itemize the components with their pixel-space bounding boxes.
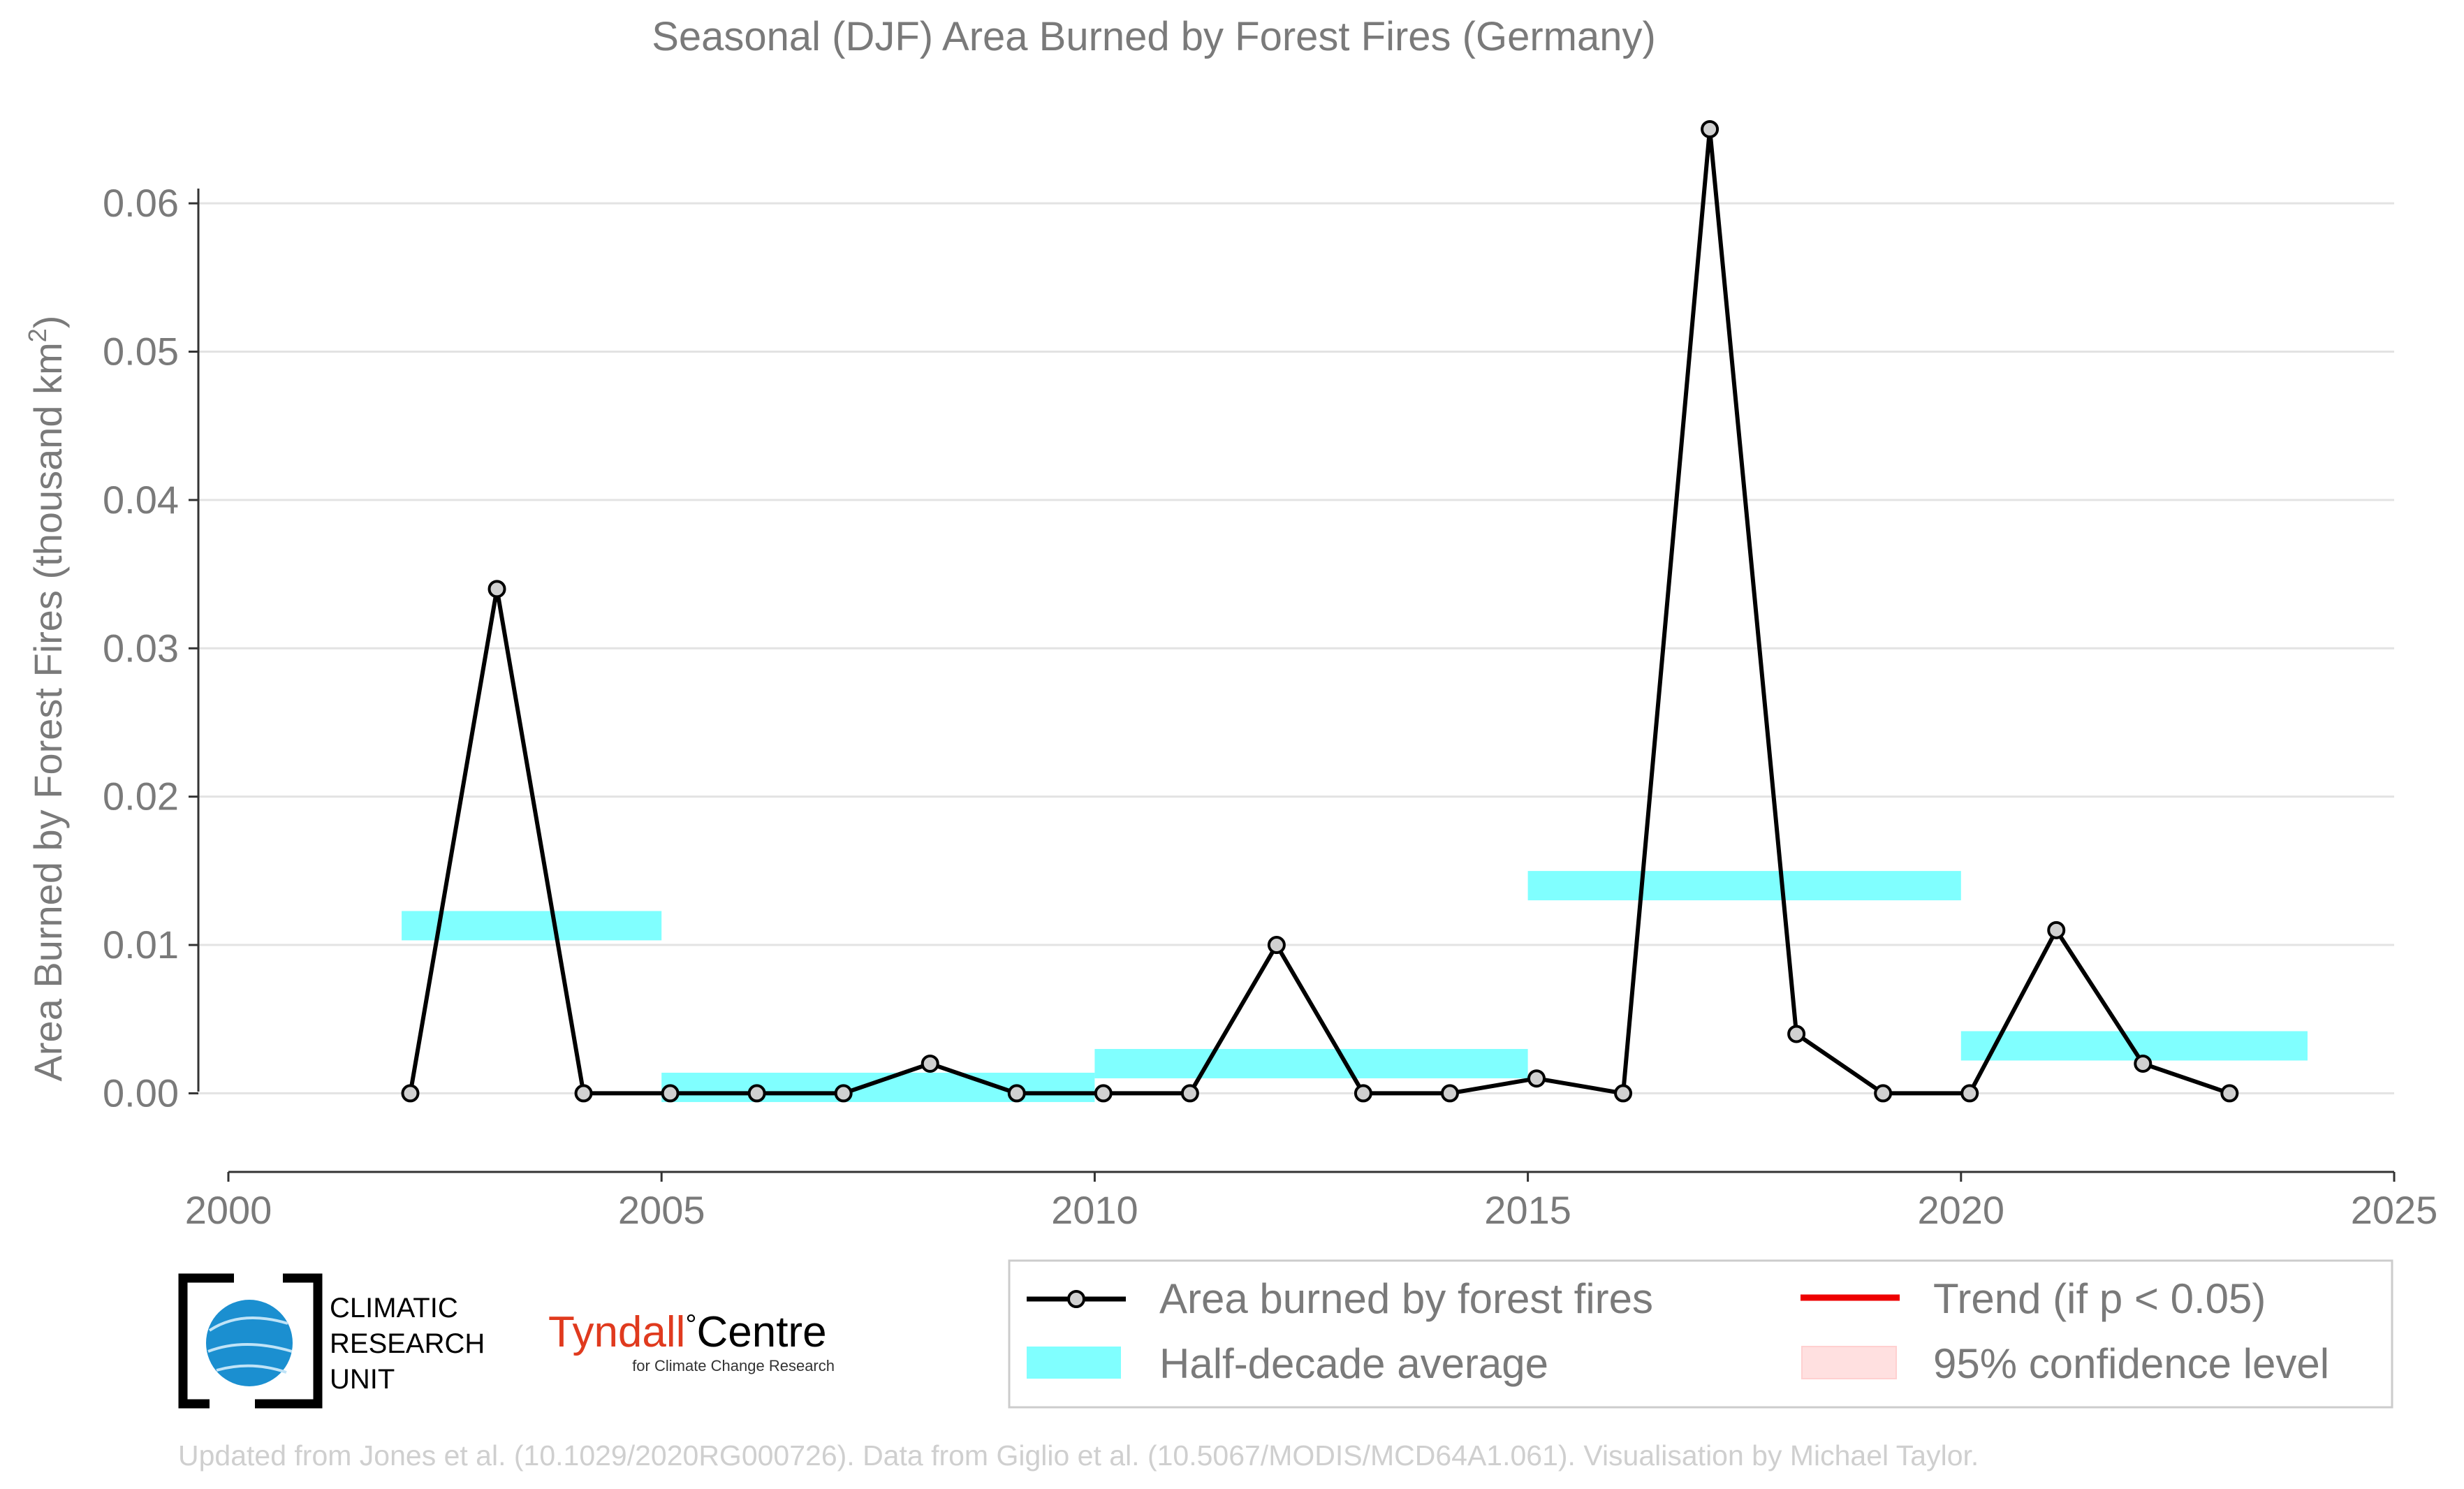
- cru-logo-line-1: CLIMATIC: [330, 1293, 458, 1323]
- data-point-0-10: [1267, 936, 1286, 955]
- data-point-0-19: [2047, 920, 2066, 939]
- y-tick-label-2: 0.02: [103, 775, 179, 819]
- legend-swatch-area-burned-marker: [1067, 1290, 1085, 1308]
- cru-logo-bracket-right: [255, 1273, 323, 1409]
- half-decade-bar-0: [402, 911, 662, 941]
- axes: [189, 189, 2396, 1182]
- data-point-0-1: [487, 580, 506, 599]
- half-decade-bar-2: [1094, 1048, 1528, 1078]
- tyndall-logo: Tyndall°Centre for Climate Change Resear…: [548, 1308, 835, 1374]
- globe-icon-swirl: [207, 1316, 293, 1374]
- data-point-0-0: [401, 1084, 420, 1103]
- legend-label-half-decade: Half-decade average: [1159, 1340, 1548, 1387]
- footer-credits: Updated from Jones et al. (10.1029/2020R…: [178, 1439, 1979, 1472]
- x-tick-label-3: 2015: [1484, 1188, 1571, 1232]
- chart-title: Seasonal (DJF) Area Burned by Forest Fir…: [652, 14, 1656, 59]
- half-decade-bar-4: [1960, 1031, 2308, 1061]
- legend-label-confidence: 95% confidence level: [1933, 1340, 2329, 1387]
- data-point-0-20: [2134, 1054, 2153, 1073]
- y-tick-label-6: 0.06: [103, 181, 179, 225]
- data-point-0-13: [1527, 1069, 1546, 1088]
- y-axis-label-superscript: 2: [23, 328, 52, 342]
- data-point-0-21: [2220, 1084, 2239, 1103]
- legend-frame: [1008, 1259, 2393, 1409]
- cru-logo: CLIMATIC RESEARCH UNIT: [178, 1273, 485, 1409]
- data-point-0-11: [1354, 1084, 1372, 1103]
- y-tick-label-5: 0.05: [103, 330, 179, 374]
- data-point-0-18: [1960, 1084, 1979, 1103]
- data-point-0-16: [1787, 1025, 1806, 1043]
- data-point-0-9: [1180, 1084, 1199, 1103]
- half-decade-bar-1: [661, 1072, 1095, 1102]
- tyndall-logo-centre: Centre: [696, 1308, 826, 1356]
- globe-icon: [206, 1300, 293, 1386]
- y-axis-label-close: ): [26, 316, 70, 329]
- data-point-0-7: [1007, 1084, 1026, 1103]
- tyndall-logo-name: Tyndall: [548, 1308, 685, 1356]
- series-line-0: [408, 126, 2231, 1096]
- cru-logo-line-3: UNIT: [330, 1364, 395, 1395]
- tyndall-logo-wordmark: Tyndall°Centre: [548, 1308, 827, 1356]
- legend-swatch-confidence: [1801, 1346, 1897, 1379]
- x-tick-label-5: 2025: [2351, 1188, 2438, 1232]
- gridlines: [198, 202, 2394, 1094]
- y-axis-label: Area Burned by Forest Fires (thousand km…: [23, 316, 70, 1082]
- x-tick-label-2: 2010: [1051, 1188, 1138, 1232]
- x-tick-label-4: 2020: [1918, 1188, 2005, 1232]
- tick-labels: 0.00 0.01 0.02 0.03 0.04 0.05 0.06 2000 2005 2010…: [103, 181, 2437, 1232]
- data-point-0-12: [1440, 1084, 1459, 1103]
- data-point-0-3: [661, 1084, 680, 1103]
- data-point-0-15: [1701, 119, 1719, 138]
- x-tick-label-1: 2005: [618, 1188, 705, 1232]
- cru-logo-bracket-left: [178, 1273, 234, 1409]
- legend: Area burned by forest fires Trend (if p …: [1008, 1259, 2393, 1409]
- data-point-0-4: [747, 1084, 766, 1103]
- y-axis-label-main: Area Burned by Forest Fires (thousand km: [26, 342, 70, 1081]
- data-point-0-17: [1874, 1084, 1893, 1103]
- half-decade-bar-3: [1527, 871, 1961, 901]
- x-tick-label-0: 2000: [185, 1188, 272, 1232]
- legend-label-area-burned: Area burned by forest fires: [1159, 1275, 1653, 1322]
- data-point-0-8: [1094, 1084, 1113, 1103]
- y-tick-label-0: 0.00: [103, 1071, 179, 1115]
- y-tick-label-3: 0.03: [103, 626, 179, 670]
- y-tick-label-4: 0.04: [103, 478, 179, 522]
- tyndall-logo-subtitle: for Climate Change Research: [632, 1357, 835, 1374]
- data-point-0-6: [921, 1054, 939, 1073]
- data-point-0-2: [574, 1084, 593, 1103]
- data-point-0-5: [834, 1084, 853, 1103]
- legend-swatch-half-decade: [1027, 1347, 1121, 1379]
- tyndall-logo-degree: °: [685, 1310, 696, 1340]
- data-point-0-14: [1614, 1084, 1633, 1103]
- y-tick-label-1: 0.01: [103, 923, 179, 967]
- cru-logo-line-2: RESEARCH: [330, 1328, 485, 1359]
- legend-label-trend: Trend (if p < 0.05): [1933, 1275, 2266, 1322]
- series-area-burned: [401, 119, 2239, 1103]
- half-decade-average-bars: [402, 871, 2308, 1102]
